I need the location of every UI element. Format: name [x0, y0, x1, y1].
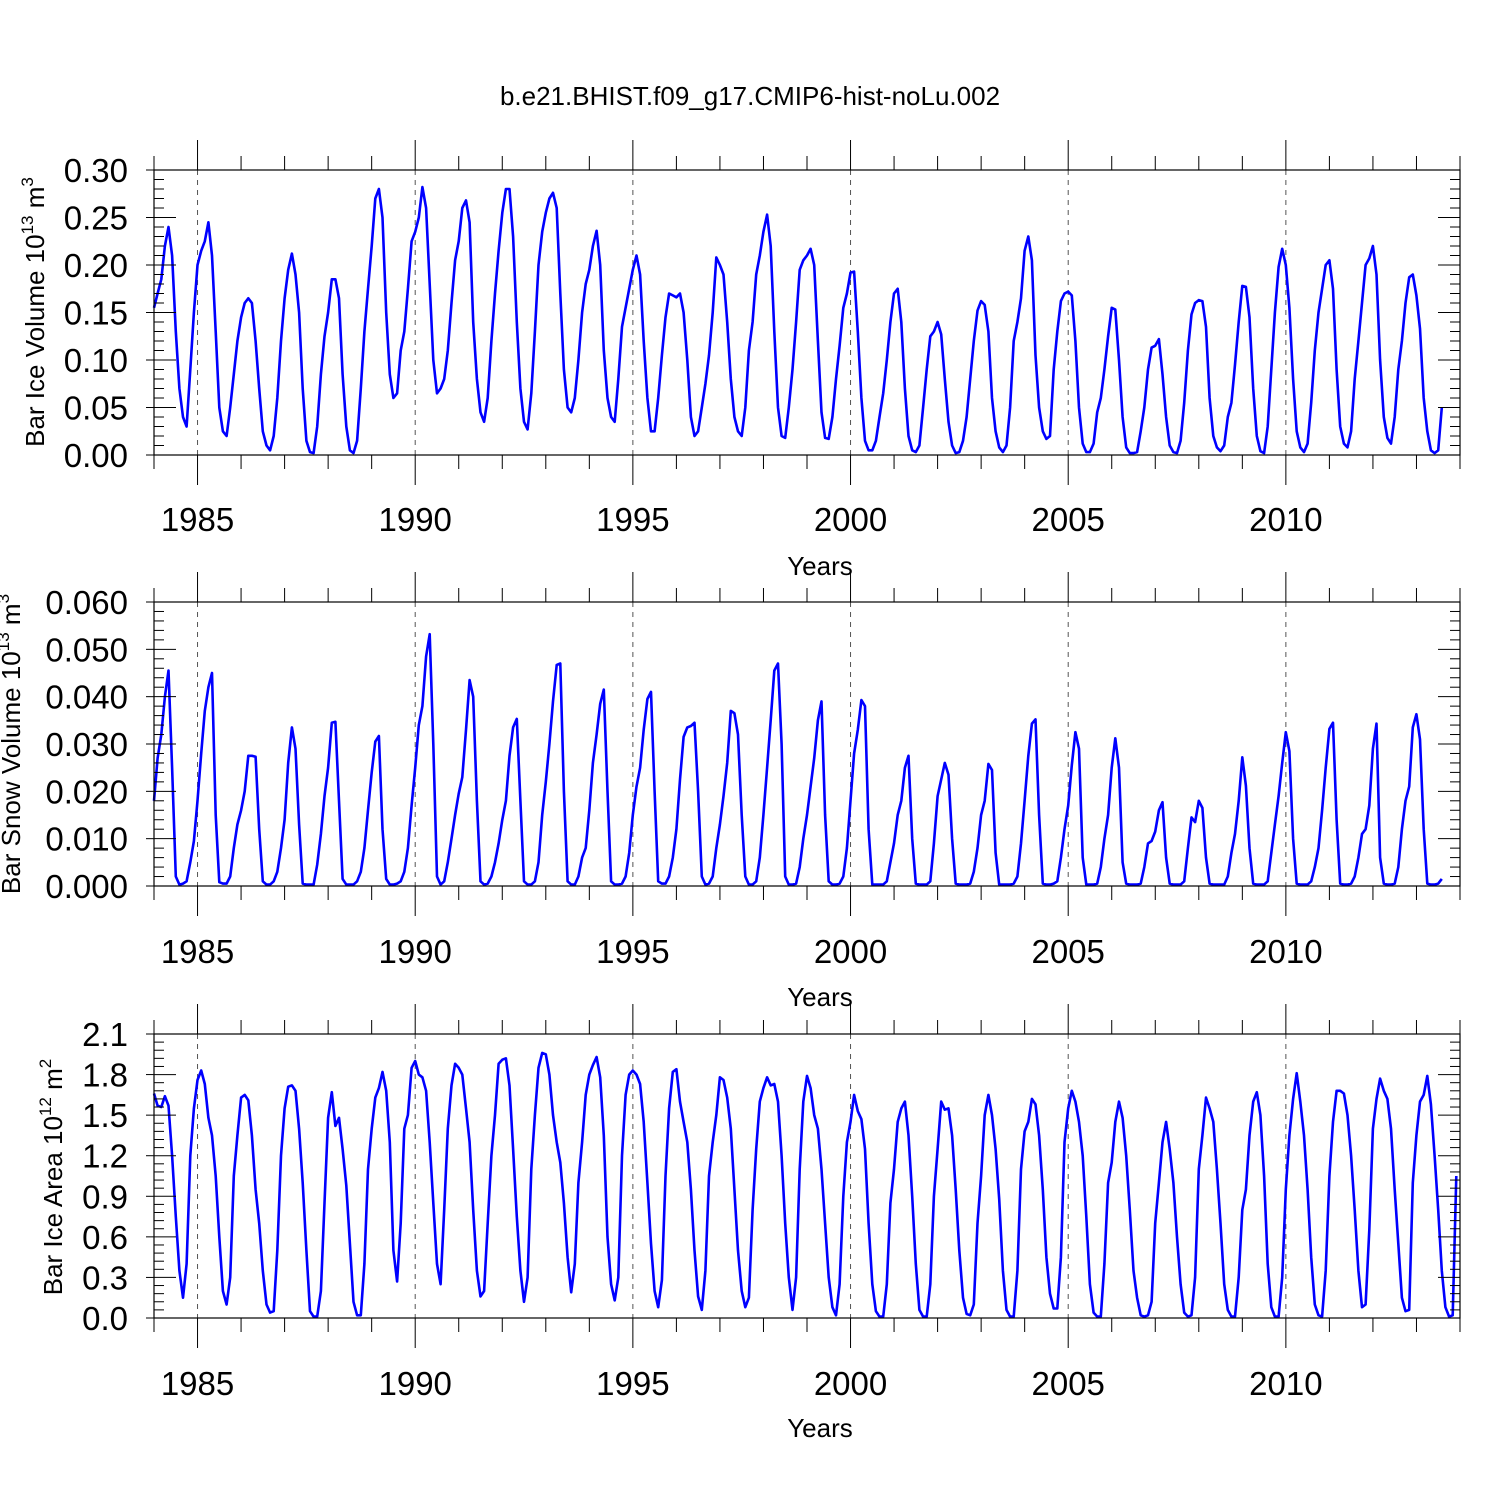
unit-base: 10: [38, 1116, 68, 1145]
y-tick-label: 0.30: [64, 152, 128, 189]
snow-volume-panel: Bar Snow Volume 1013 m3 Years 0.000 0.010…: [0, 572, 1461, 1012]
unit-exponent: 12: [36, 1097, 55, 1116]
x-tick-label: 2010: [1249, 933, 1322, 970]
x-tick-label: 1990: [378, 933, 451, 970]
y-tick-label: 0.000: [45, 868, 128, 905]
y-axis-label-text: Bar Ice Volume: [20, 271, 50, 447]
unit-name-exponent: 3: [18, 177, 37, 186]
x-tick-label: 1990: [378, 1365, 451, 1402]
unit-name-exponent: 3: [0, 594, 13, 603]
y-tick-label: 0.15: [64, 295, 128, 332]
unit-exponent: 13: [18, 215, 37, 234]
x-tick-label: 2010: [1249, 501, 1322, 538]
x-tick-label: 1995: [596, 1365, 669, 1402]
unit-base: 10: [0, 651, 26, 680]
x-axis-title: Years: [787, 982, 853, 1012]
y-tick-label: 1.8: [82, 1057, 128, 1094]
x-tick-label: 2000: [814, 501, 887, 538]
y-tick-label: 0.00: [64, 437, 128, 474]
y-axis-title: Bar Snow Volume 1013 m3: [0, 594, 26, 894]
x-tick-label: 2005: [1031, 501, 1104, 538]
x-tick-label: 2005: [1031, 1365, 1104, 1402]
y-tick-label: 1.2: [82, 1138, 128, 1175]
data-series-line: [152, 185, 1444, 455]
y-tick-label: 0.20: [64, 247, 128, 284]
x-tick-label: 1995: [596, 501, 669, 538]
x-tick-label: 1990: [378, 501, 451, 538]
y-tick-label: 0.10: [64, 342, 128, 379]
y-tick-label: 0.25: [64, 200, 128, 237]
ice-volume-panel: Bar Ice Volume 1013 m3 Years 0.00 0.05 0.1…: [18, 140, 1461, 581]
ice-area-panel: Bar Ice Area 1012 m2 Years 0.00.30.60.91…: [36, 1004, 1461, 1443]
y-tick-label: 0.020: [45, 773, 128, 810]
x-tick-label: 1985: [161, 501, 234, 538]
y-axis-title: Bar Ice Volume 1013 m3: [18, 177, 50, 447]
y-tick-label: 0.0: [82, 1300, 128, 1337]
y-tick-label: 0.6: [82, 1219, 128, 1256]
unit-name: m: [38, 1068, 68, 1090]
y-tick-label: 1.5: [82, 1097, 128, 1134]
y-tick-label: 0.9: [82, 1178, 128, 1215]
x-axis-title: Years: [787, 551, 853, 581]
y-tick-label: 2.1: [82, 1016, 128, 1053]
y-axis-title: Bar Ice Area 1012 m2: [36, 1059, 68, 1296]
unit-base: 10: [20, 234, 50, 263]
x-tick-label: 2010: [1249, 1365, 1322, 1402]
x-tick-label: 2005: [1031, 933, 1104, 970]
unit-exponent: 13: [0, 632, 13, 651]
y-tick-label: 0.040: [45, 679, 128, 716]
x-axis-title: Years: [787, 1413, 853, 1443]
y-tick-label: 0.050: [45, 631, 128, 668]
x-tick-label: 1985: [161, 1365, 234, 1402]
y-tick-label: 0.030: [45, 726, 128, 763]
y-axis-label-text: Bar Ice Area: [38, 1152, 68, 1296]
y-axis-label-text: Bar Snow Volume: [0, 687, 26, 894]
data-series-line: [152, 1051, 1458, 1318]
data-series-line: [152, 632, 1443, 886]
y-tick-label: 0.3: [82, 1259, 128, 1296]
y-tick-label: 0.060: [45, 584, 128, 621]
y-tick-label: 0.05: [64, 390, 128, 427]
x-tick-label: 1985: [161, 933, 234, 970]
unit-name: m: [0, 603, 26, 625]
unit-name-exponent: 2: [36, 1059, 55, 1068]
unit-name: m: [20, 187, 50, 209]
x-tick-label: 2000: [814, 933, 887, 970]
x-tick-label: 1995: [596, 933, 669, 970]
x-tick-label: 2000: [814, 1365, 887, 1402]
figure-title: b.e21.BHIST.f09_g17.CMIP6-hist-noLu.002: [500, 81, 1000, 111]
y-tick-label: 0.010: [45, 821, 128, 858]
